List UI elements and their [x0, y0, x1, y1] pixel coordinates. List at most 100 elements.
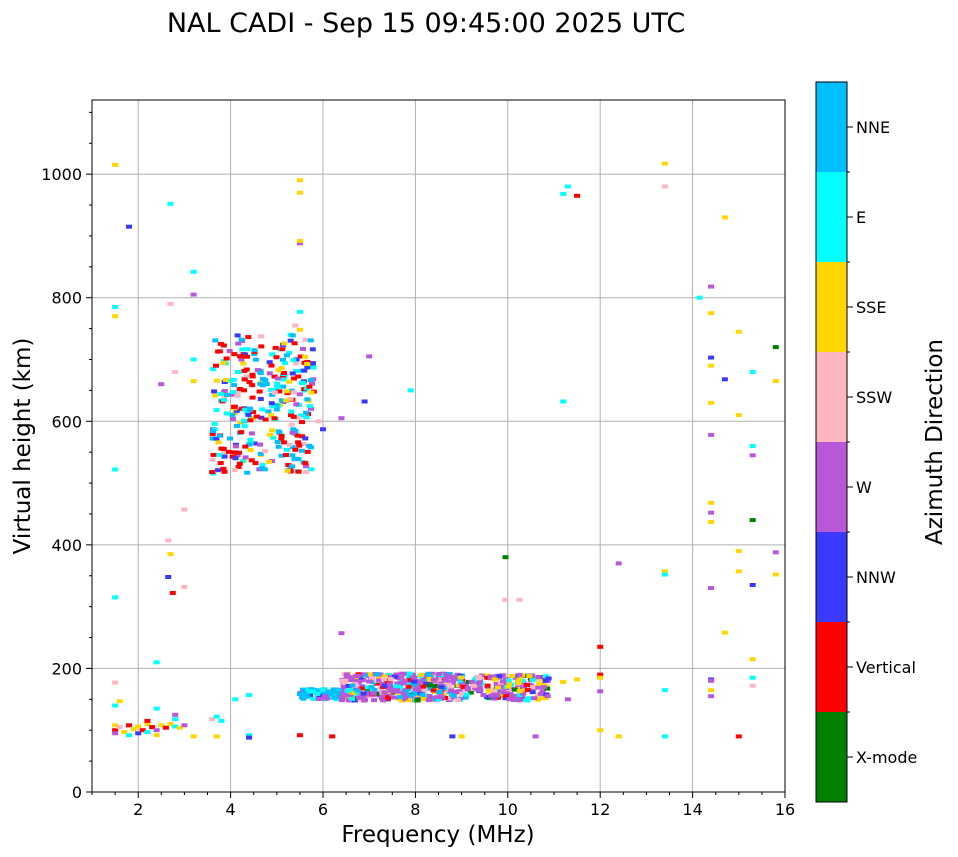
echo-point — [290, 390, 297, 395]
echo-point — [271, 416, 278, 421]
echo-point — [542, 674, 549, 679]
echo-point — [545, 676, 552, 681]
echo-point — [259, 463, 266, 468]
echo-point — [414, 698, 421, 703]
echo-point — [772, 572, 779, 577]
y-tick-label: 1000 — [41, 165, 82, 184]
echo-point — [213, 378, 220, 383]
echo-point — [708, 432, 715, 437]
colorbar-label: NNW — [856, 568, 896, 587]
echo-point — [271, 374, 278, 379]
echo-point — [231, 383, 238, 388]
echo-point — [352, 691, 359, 696]
echo-point — [153, 733, 160, 738]
echo-point — [287, 338, 294, 343]
echo-point — [116, 725, 123, 730]
echo-point — [273, 403, 280, 408]
echo-point — [661, 572, 668, 577]
echo-point — [289, 371, 296, 376]
echo-point — [211, 389, 218, 394]
echo-point — [331, 695, 338, 700]
echo-point — [509, 674, 515, 678]
colorbar-label: X-mode — [856, 748, 917, 767]
echo-point — [320, 427, 326, 432]
echo-point — [261, 467, 268, 472]
echo-point — [253, 414, 260, 419]
echo-point — [359, 686, 366, 691]
echo-point — [226, 378, 233, 383]
echo-point — [231, 468, 238, 473]
echo-point — [248, 458, 255, 463]
echo-point — [310, 365, 317, 370]
echo-point — [301, 368, 308, 373]
echo-point — [308, 406, 314, 411]
echo-point — [381, 683, 388, 688]
echo-point — [406, 671, 413, 676]
echo-point — [411, 683, 418, 688]
echo-point — [445, 682, 452, 687]
y-axis-ticks: 0 200 400 600 800 1000 — [41, 111, 92, 802]
echo-point — [272, 345, 279, 350]
echo-point — [299, 434, 306, 439]
echo-point — [245, 335, 252, 340]
echo-point — [476, 675, 483, 680]
colorbar-swatch — [816, 532, 847, 622]
echo-point — [484, 675, 491, 680]
echo-point — [339, 696, 346, 701]
echo-point — [286, 379, 293, 384]
echo-point — [499, 673, 506, 678]
echo-point — [251, 352, 258, 357]
echo-point — [246, 442, 253, 447]
echo-point — [292, 447, 299, 452]
echo-point — [526, 674, 533, 679]
echo-point — [501, 685, 507, 689]
echo-point — [597, 675, 604, 680]
echo-point — [280, 377, 287, 382]
echo-point — [343, 672, 350, 677]
echo-point — [165, 538, 172, 543]
echo-point — [564, 184, 571, 189]
echo-point — [409, 672, 416, 677]
echo-point — [735, 413, 742, 418]
echo-point — [309, 381, 315, 386]
echo-point — [529, 690, 536, 695]
echo-point — [534, 677, 541, 682]
echo-point — [519, 678, 526, 683]
echo-point — [397, 680, 404, 685]
echo-point — [213, 363, 219, 368]
echo-point — [220, 447, 227, 451]
echo-point — [215, 440, 222, 445]
echo-point — [284, 353, 290, 358]
echo-point — [221, 454, 228, 459]
echo-point — [708, 678, 715, 683]
colorbar-label: E — [856, 208, 866, 227]
echo-point — [349, 683, 356, 688]
echo-point — [506, 697, 513, 702]
echo-point — [272, 390, 278, 395]
echo-point — [221, 469, 228, 474]
echo-point — [458, 682, 465, 687]
echo-point — [340, 684, 347, 689]
echo-point — [338, 631, 345, 636]
echo-point — [236, 387, 243, 391]
echo-point — [144, 718, 151, 723]
echo-point — [354, 677, 361, 682]
echo-point — [224, 392, 230, 397]
echo-point — [283, 389, 290, 394]
echo-point — [144, 730, 151, 735]
echo-point — [296, 309, 303, 314]
echo-point — [246, 407, 253, 412]
echo-point — [234, 333, 241, 338]
echo-point — [544, 686, 551, 691]
echo-point — [560, 680, 567, 684]
echo-point — [231, 352, 238, 357]
echo-point — [220, 360, 227, 365]
echo-point — [524, 683, 530, 688]
echo-point — [411, 692, 418, 697]
echo-point — [304, 397, 311, 402]
echo-point — [302, 337, 309, 342]
echo-point — [172, 724, 179, 729]
echo-point — [460, 685, 467, 689]
echo-point — [371, 687, 378, 692]
echo-point — [304, 365, 311, 370]
